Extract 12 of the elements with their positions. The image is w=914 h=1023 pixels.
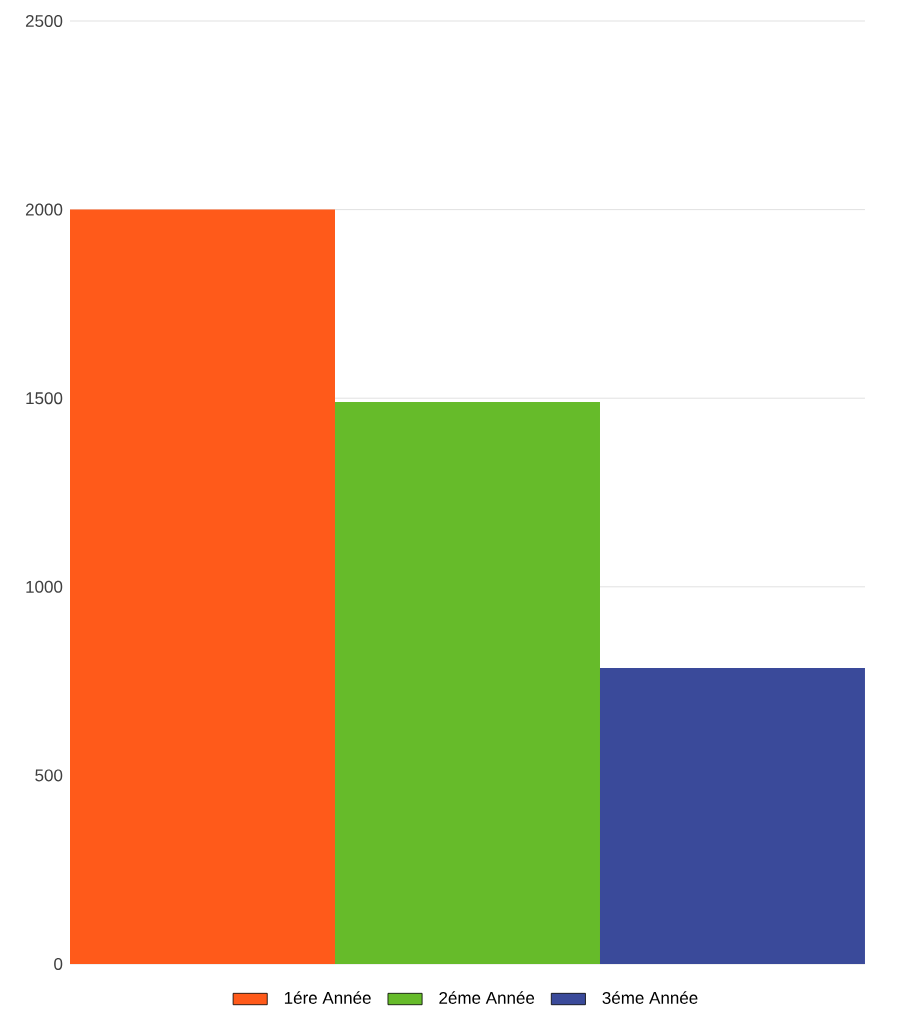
legend-label: 3éme Année [602,991,698,1004]
y-tick-label: 2000 [25,203,63,216]
y-tick-label: 500 [35,769,63,782]
bar [599,667,865,964]
bar [70,209,335,964]
bar [335,401,600,964]
y-tick-label: 1500 [26,392,63,405]
y-tick-label: 1000 [26,580,63,593]
y-tick-label: 2500 [25,15,63,28]
legend-label: 2éme Année [439,991,535,1004]
y-tick-label: 0 [54,957,63,970]
legend-label: 1ére Année [284,991,371,1004]
